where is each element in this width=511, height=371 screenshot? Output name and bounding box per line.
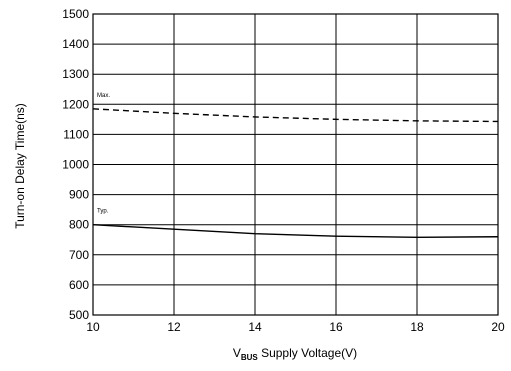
y-tick-label: 1400 [62,37,89,51]
y-tick-label: 1500 [62,7,89,21]
x-axis-title-main: V [233,346,241,360]
series-line-max [92,108,499,123]
plot-frame [92,13,499,316]
y-tick-labels: 500 600 700 800 900 1000 1100 1200 1300 1400 1500 [62,7,89,322]
x-axis-title-subscript: BUS [241,353,259,362]
y-tick-label: 800 [69,218,89,232]
x-tick-label: 16 [329,320,343,334]
x-axis-title-rest: Supply Voltage(V) [258,346,357,360]
series-lines [92,108,499,239]
y-axis-title: Turn-on Delay Time(ns) [13,103,27,229]
x-tick-label: 14 [248,320,262,334]
series-label: Max. [97,93,110,99]
series-labels: Max. Typ. [97,93,110,215]
x-tick-label: 10 [86,320,100,334]
plot-border [92,13,499,316]
y-tick-label: 1000 [62,158,89,172]
y-tick-label: 500 [69,308,89,322]
y-tick-label: 700 [69,248,89,262]
grid [92,13,499,316]
x-tick-labels: 10 12 14 16 18 20 [86,320,505,334]
x-axis-title: VBUS Supply Voltage(V) [233,346,357,362]
y-tick-label: 900 [69,188,89,202]
y-tick-label: 1100 [63,127,89,141]
x-tick-label: 20 [491,320,505,334]
y-tick-label: 600 [69,278,89,292]
x-tick-label: 18 [410,320,424,334]
x-tick-label: 12 [167,320,181,334]
y-tick-label: 1300 [62,67,89,81]
series-line-typ [92,224,499,239]
series-label: Typ. [97,209,109,215]
y-tick-label: 1200 [62,97,89,111]
